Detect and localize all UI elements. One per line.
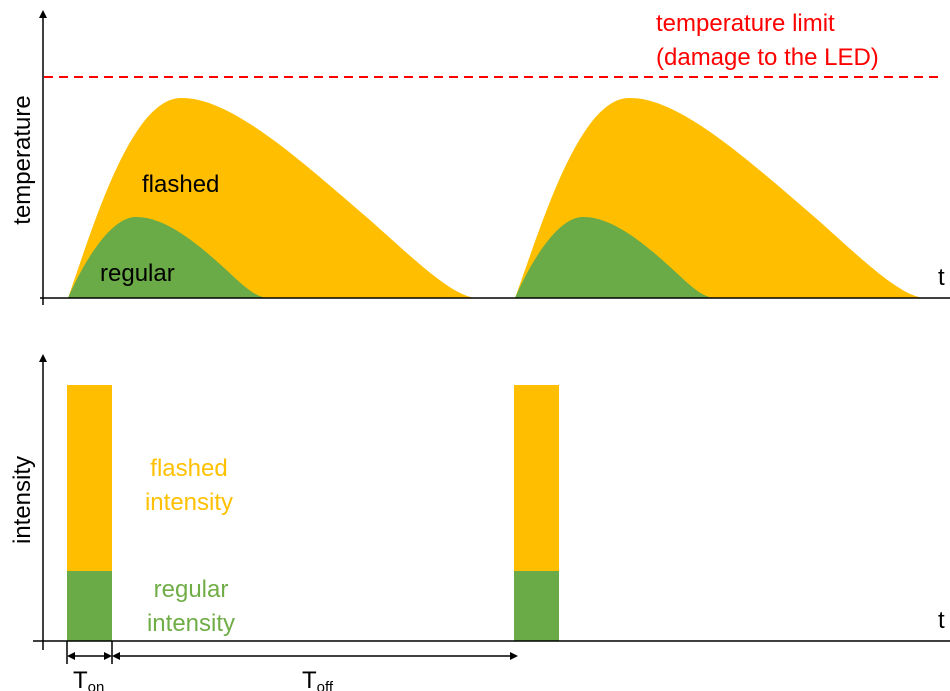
- temperature-axis-label: temperature: [9, 95, 36, 224]
- regular-intensity-pulse-2: [514, 571, 559, 641]
- temperature-limit-label-line2: (damage to the LED): [656, 44, 879, 71]
- regular-temperature-curve-1: [68, 216, 268, 298]
- t-on-main: T: [73, 667, 88, 691]
- t-on-label: Ton: [73, 667, 104, 691]
- temperature-limit-label-line1: temperature limit: [656, 10, 835, 37]
- intensity-axis-label: intensity: [9, 456, 36, 544]
- flashed-intensity-pulse-2: [514, 385, 559, 571]
- t-off-subscript: off: [317, 679, 334, 691]
- flashed-intensity-label-line1: flashed: [150, 455, 227, 482]
- t-on-subscript: on: [88, 679, 105, 691]
- regular-intensity-label-line2: intensity: [147, 610, 235, 637]
- t-off-label: Toff: [302, 667, 334, 691]
- flashed-curve-label: flashed: [142, 171, 219, 198]
- regular-curve-label: regular: [100, 260, 175, 287]
- bottom-time-axis-label: t: [938, 607, 945, 634]
- top-time-axis-label: t: [938, 264, 945, 291]
- t-off-main: T: [302, 667, 317, 691]
- flashed-intensity-label-line2: intensity: [145, 489, 233, 516]
- regular-intensity-label-line1: regular: [154, 576, 229, 603]
- flashed-intensity-pulse-1: [67, 385, 112, 571]
- regular-temperature-curve-2: [515, 216, 715, 298]
- regular-intensity-pulse-1: [67, 571, 112, 641]
